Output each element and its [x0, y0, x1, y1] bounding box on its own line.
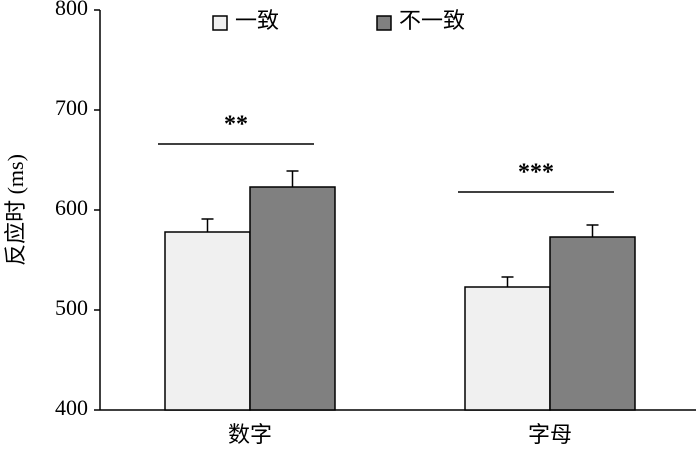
error-bar — [201, 218, 214, 232]
bar — [549, 236, 636, 411]
y-tick-label: 600 — [55, 195, 88, 220]
bar — [249, 186, 336, 411]
bar — [164, 231, 251, 411]
significance-label: *** — [518, 160, 554, 186]
x-tick-label: 字母 — [528, 422, 572, 447]
error-bar — [586, 224, 599, 237]
bar — [464, 286, 551, 411]
legend-swatch — [212, 15, 228, 31]
error-bar — [286, 170, 299, 187]
significance-label: ** — [224, 112, 248, 138]
error-bar — [501, 276, 514, 287]
y-tick-label: 800 — [55, 0, 88, 20]
y-tick-label: 400 — [55, 395, 88, 420]
x-tick-label: 数字 — [228, 422, 272, 447]
legend-label: 不一致 — [399, 8, 465, 33]
y-tick-label: 500 — [55, 295, 88, 320]
y-tick-label: 700 — [55, 95, 88, 120]
legend-swatch — [376, 15, 392, 31]
legend-label: 一致 — [235, 8, 279, 33]
y-axis-label: 反应时 (ms) — [3, 154, 28, 266]
